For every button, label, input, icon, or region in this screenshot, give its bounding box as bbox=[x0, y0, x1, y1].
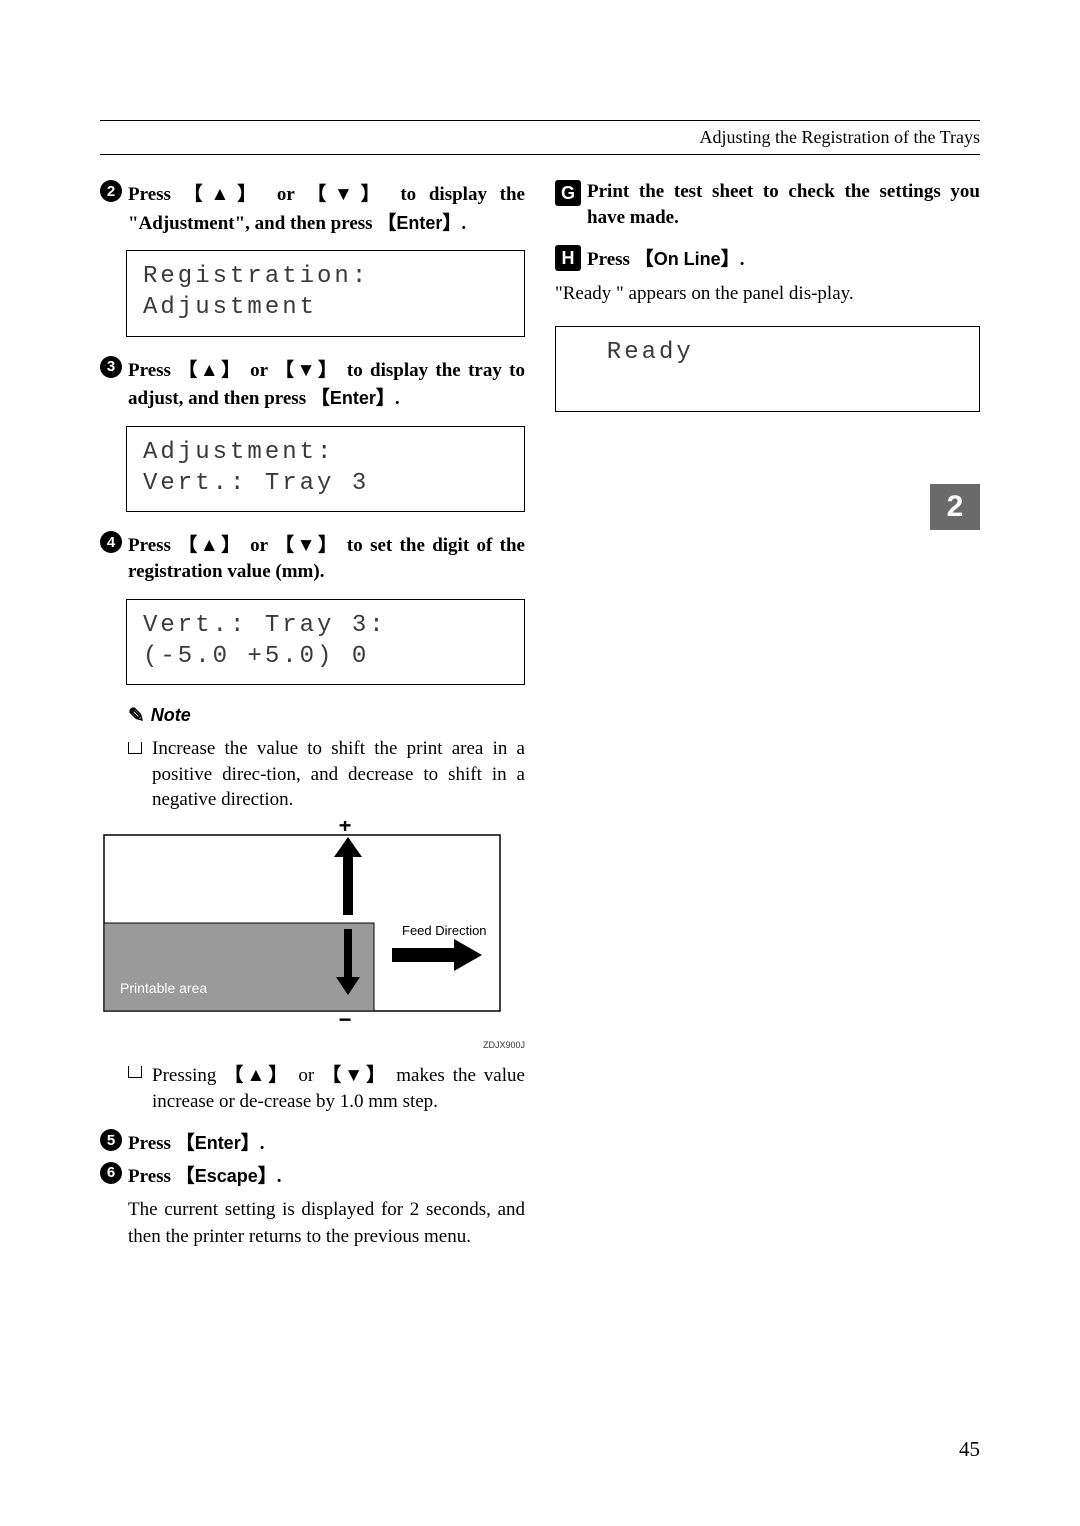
step-2-text-a: Press bbox=[128, 184, 184, 205]
lcd-line2: Vert.: Tray 3 bbox=[143, 468, 508, 499]
step-4: 4 Press 【▲】 or 【▼】 to set the digit of t… bbox=[100, 530, 525, 1114]
step-6-text-a: Press bbox=[128, 1166, 176, 1187]
two-column-layout: 2 Press 【▲】 or 【▼】 to display the "Adjus… bbox=[100, 179, 980, 1265]
step-3-text-b: or bbox=[243, 360, 275, 381]
step-6-badge: 6 bbox=[100, 1162, 122, 1184]
chapter-tab: 2 bbox=[930, 484, 980, 530]
bullet-icon bbox=[128, 742, 142, 754]
feed-direction-label: Feed Direction bbox=[402, 923, 487, 938]
lcd-line2: (-5.0 +5.0) 0 bbox=[143, 641, 508, 672]
step-3-text-d: . bbox=[395, 388, 400, 409]
minus-icon: − bbox=[339, 1007, 352, 1031]
step-G-text: Print the test sheet to check the settin… bbox=[587, 179, 980, 230]
step-G-badge: G bbox=[555, 180, 581, 206]
enter-key[interactable]: 【Enter】 bbox=[176, 1133, 260, 1154]
lcd-ready-line: Ready bbox=[572, 337, 963, 368]
note-item-2: Pressing 【▲】 or 【▼】 makes the value incr… bbox=[128, 1060, 525, 1114]
lcd-line1: Adjustment: bbox=[143, 437, 508, 468]
step-5-text-b: . bbox=[260, 1133, 265, 1154]
step-5-badge: 5 bbox=[100, 1129, 122, 1151]
up-key[interactable]: 【▲】 bbox=[224, 1065, 290, 1086]
step-5: 5 Press 【Enter】. bbox=[100, 1128, 525, 1157]
step-4-text-b: or bbox=[243, 535, 275, 556]
step-3-badge: 3 bbox=[100, 356, 122, 378]
step-G: G Print the test sheet to check the sett… bbox=[555, 179, 980, 230]
step-H-body: "Ready " appears on the panel dis-play. bbox=[555, 281, 980, 308]
note-heading: ✎ Note bbox=[128, 703, 525, 728]
down-key[interactable]: 【▼】 bbox=[322, 1065, 388, 1086]
rule-below-header bbox=[100, 154, 980, 155]
page-root: Adjusting the Registration of the Trays … bbox=[0, 0, 1080, 1526]
plus-icon: + bbox=[339, 821, 352, 838]
right-column: G Print the test sheet to check the sett… bbox=[555, 179, 980, 1265]
step-3-text-a: Press bbox=[128, 360, 178, 381]
up-key[interactable]: 【▲】 bbox=[184, 184, 265, 205]
step-H-text-a: Press bbox=[587, 249, 635, 270]
step-2-badge: 2 bbox=[100, 180, 122, 202]
pencil-icon: ✎ bbox=[128, 703, 145, 728]
up-key[interactable]: 【▲】 bbox=[178, 535, 243, 556]
printable-area-label: Printable area bbox=[120, 980, 207, 996]
diagram-credit: ZDJX900J bbox=[126, 1040, 525, 1050]
down-key[interactable]: 【▼】 bbox=[275, 535, 340, 556]
enter-key[interactable]: 【Enter】 bbox=[377, 213, 461, 234]
up-key[interactable]: 【▲】 bbox=[178, 360, 243, 381]
page-number: 45 bbox=[959, 1437, 980, 1462]
step-4-text-a: Press bbox=[128, 535, 178, 556]
feed-direction-diagram: Printable area + − Feed Direction ZDJX9 bbox=[100, 821, 525, 1050]
step-6-text-b: . bbox=[277, 1166, 282, 1187]
lcd-line1: Vert.: Tray 3: bbox=[143, 610, 508, 641]
step-H: H Press 【On Line】. "Ready " appears on t… bbox=[555, 244, 980, 412]
left-column: 2 Press 【▲】 or 【▼】 to display the "Adjus… bbox=[100, 179, 525, 1265]
step-H-text-b: . bbox=[740, 249, 745, 270]
note-label: Note bbox=[151, 705, 191, 726]
lcd-display-value: Vert.: Tray 3: (-5.0 +5.0) 0 bbox=[126, 599, 525, 685]
lcd-line2: Adjustment bbox=[143, 292, 508, 323]
step-3: 3 Press 【▲】 or 【▼】 to display the tray t… bbox=[100, 355, 525, 513]
note-item-1: Increase the value to shift the print ar… bbox=[128, 736, 525, 813]
lcd-display-adjustment: Adjustment: Vert.: Tray 3 bbox=[126, 426, 525, 512]
step-4-badge: 4 bbox=[100, 531, 122, 553]
printable-area-rect bbox=[104, 923, 374, 1011]
online-key[interactable]: 【On Line】 bbox=[635, 249, 740, 270]
lcd-line1: Registration: bbox=[143, 261, 508, 292]
down-key[interactable]: 【▼】 bbox=[275, 360, 340, 381]
step-6-body: The current setting is displayed for 2 s… bbox=[128, 1197, 525, 1250]
enter-key[interactable]: 【Enter】 bbox=[311, 388, 395, 409]
down-key[interactable]: 【▼】 bbox=[307, 184, 388, 205]
note-2-text-a: Pressing bbox=[152, 1065, 224, 1086]
step-2-text-d: . bbox=[461, 213, 466, 234]
escape-key[interactable]: 【Escape】 bbox=[176, 1166, 277, 1187]
note-2-text-b: or bbox=[291, 1065, 323, 1086]
lcd-display-ready: Ready bbox=[555, 326, 980, 412]
step-2-text-b: or bbox=[264, 184, 307, 205]
running-header: Adjusting the Registration of the Trays bbox=[100, 127, 980, 148]
bullet-icon bbox=[128, 1066, 142, 1078]
step-6: 6 Press 【Escape】. The current setting is… bbox=[100, 1161, 525, 1251]
step-2: 2 Press 【▲】 or 【▼】 to display the "Adjus… bbox=[100, 179, 525, 337]
note-1-text: Increase the value to shift the print ar… bbox=[152, 736, 525, 813]
rule-top bbox=[100, 120, 980, 121]
step-H-badge: H bbox=[555, 245, 581, 271]
step-5-text-a: Press bbox=[128, 1133, 176, 1154]
lcd-display-registration: Registration: Adjustment bbox=[126, 250, 525, 336]
